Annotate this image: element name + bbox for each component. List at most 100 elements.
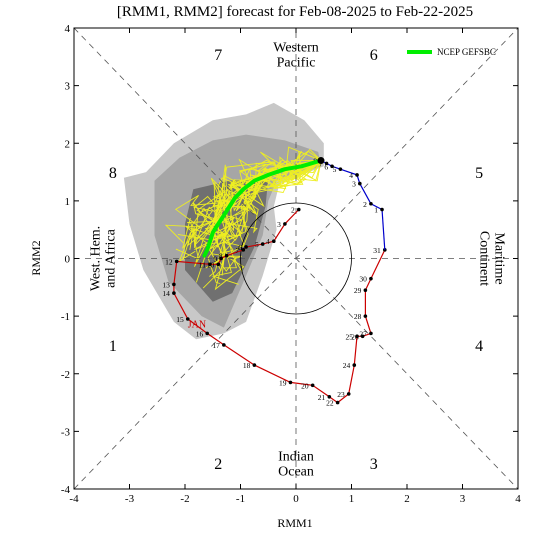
observed-january-day-label: 12 — [165, 257, 173, 266]
observed-january-point — [219, 256, 223, 261]
observed-february-point — [369, 201, 373, 206]
observed-january-point — [355, 334, 359, 339]
observed-january-day-label: 30 — [359, 275, 367, 284]
x-tick-label: 1 — [349, 493, 355, 505]
y-tick-label: -2 — [61, 369, 70, 381]
observed-january-point — [260, 242, 265, 246]
observed-january-point — [172, 282, 176, 287]
y-tick-label: 3 — [65, 81, 71, 93]
observed-january-day-label: 23 — [337, 390, 345, 399]
observed-january-day-label: 2 — [291, 206, 295, 215]
observed-january-point — [335, 400, 340, 405]
x-tick-label: -2 — [180, 493, 189, 505]
observed-january-point — [360, 334, 365, 339]
y-tick-label: -1 — [61, 311, 70, 323]
observed-january-point — [327, 395, 332, 399]
phase-number-label: 4 — [475, 338, 483, 355]
observed-january-point — [241, 248, 246, 252]
observed-january-point — [222, 343, 226, 347]
phase-number-label: 2 — [214, 456, 222, 473]
legend: NCEP GEFSBC — [407, 47, 496, 57]
observed-january-point — [208, 262, 212, 267]
phase-number-label: 1 — [109, 338, 117, 355]
y-axis-label: RMM2 — [29, 240, 43, 275]
phase-number-label: 7 — [214, 47, 222, 64]
observed-february-day-label: 4 — [349, 171, 353, 180]
observed-january-point — [224, 253, 229, 258]
x-axis-label: RMM1 — [277, 516, 312, 530]
observed-january-point — [369, 276, 373, 281]
observed-january-day-label: 15 — [176, 315, 184, 324]
ensemble-member-lines — [164, 146, 322, 291]
ensemble-spread — [123, 102, 324, 340]
observed-january-point — [310, 383, 315, 388]
phase-number-label: 8 — [109, 165, 117, 182]
chart-title: [RMM1, RMM2] forecast for Feb-08-2025 to… — [117, 4, 473, 20]
observed-january-point — [272, 239, 276, 244]
region-label: Western Pacific — [273, 40, 319, 70]
observed-january-day-label: 29 — [354, 286, 362, 295]
observed-january-day-label: 26 — [351, 332, 359, 341]
observed-january-point — [363, 314, 368, 318]
region-label: MaritimeContinent — [477, 231, 507, 286]
observed-january-point — [296, 207, 301, 212]
phase-guide-lines — [73, 27, 519, 490]
x-tick-label: 0 — [293, 493, 299, 505]
observed-february-point — [338, 167, 343, 171]
x-tick-label: 4 — [515, 493, 521, 505]
y-tick-label: 0 — [65, 254, 71, 266]
observed-january-day-label: 18 — [243, 361, 251, 370]
observed-january-day-label: 14 — [162, 289, 170, 298]
x-tick-label: -3 — [125, 493, 135, 505]
ensemble-member-line — [196, 159, 322, 241]
observed-february-point — [355, 173, 359, 177]
observed-january-day-label: 31 — [373, 246, 381, 255]
observed-january-point — [216, 262, 221, 267]
observed-january-point — [288, 380, 293, 385]
observed-january-day-label: 24 — [343, 361, 351, 370]
observed-january-point — [363, 288, 368, 292]
month-label-jan: JAN — [188, 320, 206, 331]
observed-february-day-label: 6 — [324, 162, 328, 171]
y-tick-label: 1 — [65, 196, 71, 208]
region-labels: Western Pacific Indian Ocean West. Hem.and A… — [88, 40, 506, 479]
ensemble-mean-line — [202, 157, 325, 258]
observed-january-day-label: 7 — [236, 246, 240, 255]
legend-label-ncep-gefsbc: NCEP GEFSBC — [437, 47, 496, 57]
x-tick-label: -4 — [69, 493, 79, 505]
phase-number-label: 5 — [475, 165, 483, 182]
observed-january-point — [185, 317, 190, 321]
observed-january-day-label: 25 — [346, 332, 354, 341]
observed-february-day-label: 5 — [333, 165, 337, 174]
observed-january-point — [352, 363, 357, 367]
observed-february-point — [358, 181, 362, 186]
observed-february-day-label: 1 — [374, 206, 378, 215]
observed-february-day-label: 3 — [352, 180, 356, 189]
ensemble-member-line — [205, 160, 322, 269]
observed-january-day-label: 21 — [318, 393, 326, 402]
observed-february-point — [330, 164, 334, 169]
observed-january-day-label: 27 — [359, 329, 367, 338]
observed-january-point — [172, 291, 176, 295]
region-label: West. Hem.and Africa — [88, 226, 118, 291]
observed-january-point — [174, 259, 179, 264]
y-tick-label: 4 — [65, 23, 71, 35]
observed-january-point — [244, 245, 248, 249]
observed-january-point — [205, 331, 209, 336]
observed-february-day-label: 2 — [363, 200, 367, 209]
ensemble-member-line — [177, 160, 322, 241]
phase-number-label: 3 — [370, 456, 378, 473]
observed-january-day-label: 28 — [354, 312, 362, 321]
x-tick-label: 2 — [404, 493, 410, 505]
y-tick-label: -4 — [61, 484, 71, 496]
observed-january-point — [369, 331, 373, 336]
observed-january-point — [252, 363, 257, 367]
y-tick-label: 2 — [65, 138, 71, 150]
forecast-start-marker — [317, 157, 325, 165]
observed-january-day-label: 16 — [196, 329, 204, 338]
ensemble-member-line — [224, 160, 322, 272]
observed-january-day-label: 8 — [219, 252, 223, 261]
